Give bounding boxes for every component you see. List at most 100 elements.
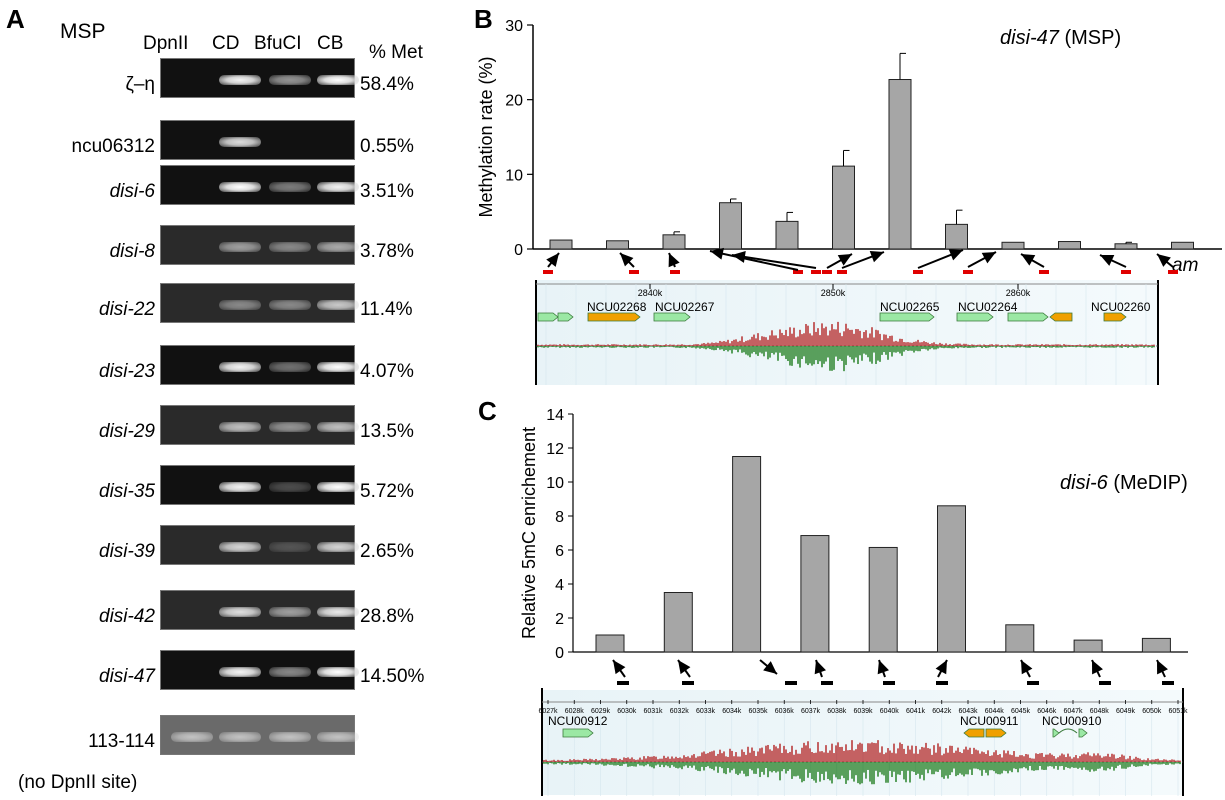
gene-glyph (1078, 728, 1088, 738)
gel-image (160, 465, 359, 505)
pointer-arrow-head (877, 660, 889, 675)
gel-row: 113-114 (0, 715, 450, 767)
bar (945, 223, 968, 250)
gel-row: ζ–η 58.4% (0, 58, 450, 110)
gene-glyph (653, 312, 691, 322)
bar (1001, 241, 1025, 250)
pointer-arrow-head (1021, 660, 1033, 675)
gene-glyph (1007, 312, 1049, 322)
browser-tick-label: 6029k (591, 708, 611, 715)
gene-glyph (956, 312, 994, 322)
primer-mark (913, 270, 923, 274)
pointer-arrow-head (1100, 255, 1115, 266)
y-tick-label: 2 (555, 611, 564, 628)
pointer-arrow-head (837, 254, 852, 266)
gel-band (219, 667, 261, 677)
gene-name: disi-42 (99, 606, 155, 627)
browser-tick-label: 6031k (643, 708, 663, 715)
chart-c-title: disi-6 (MeDIP) (1060, 472, 1188, 494)
bar (868, 546, 898, 653)
browser-tick-label: 6034k (722, 708, 742, 715)
primer-mark (1027, 681, 1039, 685)
gel-band (317, 362, 359, 372)
y-tick-label: 10 (505, 167, 523, 184)
gene-glyph (985, 728, 1007, 738)
bar (732, 456, 762, 653)
browser-tick-label: 6043k (958, 708, 978, 715)
percent-methylation: 3.51% (360, 181, 414, 202)
y-tick-label: 10 (546, 475, 564, 492)
primer-mark (670, 270, 680, 274)
gene-name: disi-22 (99, 299, 155, 320)
bar (1141, 637, 1171, 653)
gel-row: disi-8 3.78% (0, 225, 450, 277)
gel-band (317, 300, 359, 310)
pointer-arrow-head (1092, 660, 1103, 675)
gel-band (269, 75, 311, 85)
browser-tick-label: 6028k (565, 708, 585, 715)
gene-name: disi-47 (99, 666, 155, 687)
panel-a-label: A (6, 4, 25, 34)
bar (719, 202, 742, 250)
primer-mark (822, 270, 832, 274)
gel-band (317, 75, 359, 85)
gene-glyph (562, 728, 594, 738)
gene-glyph (879, 312, 935, 322)
y-axis-label: Methylation rate (%) (476, 56, 496, 217)
primer-mark (1168, 270, 1178, 274)
gel-image (160, 345, 359, 385)
gel-image (160, 225, 359, 265)
pointer-arrow-head (948, 249, 963, 261)
chart-b: 0 10 20 30 Methylation rate (%) am disi-47 (MS… (476, 18, 1222, 385)
gel-band (171, 732, 213, 742)
primer-mark (682, 681, 694, 685)
y-axis-label: Relative 5mC enrichement (519, 427, 539, 639)
lane-cb: CB (317, 33, 344, 54)
gel-row: disi-23 4.07% (0, 345, 450, 397)
gene-name: disi-23 (99, 361, 155, 382)
gene-name: ζ–η (125, 74, 155, 95)
browser-tick-label: 6040k (880, 708, 900, 715)
no-dpnii-note: (no DpnII site) (18, 772, 138, 793)
am-label: am (1172, 255, 1198, 276)
percent-methylation: 13.5% (360, 421, 414, 442)
chart-c: 0 2 4 6 8 10 12 14 Relative 5mC enrichement disi-… (519, 407, 1188, 796)
gene-name: disi-35 (99, 481, 155, 502)
browser-tick-label: 6048k (1090, 708, 1110, 715)
browser-tick-label: 2850k (821, 288, 846, 298)
bar (937, 505, 966, 653)
gel-band (317, 607, 359, 617)
percent-methylation: 28.8% (360, 606, 414, 627)
gel-band (219, 362, 261, 372)
pct-met-header: % Met (369, 42, 423, 63)
gel-band (317, 667, 359, 677)
primer-mark (1039, 270, 1049, 274)
gel-image (160, 715, 359, 755)
bar (662, 234, 686, 250)
gel-row: disi-35 5.72% (0, 465, 450, 517)
y-tick-label: 20 (505, 93, 523, 110)
gene-glyph (537, 312, 559, 322)
gel-band (219, 542, 261, 552)
bar (832, 165, 855, 250)
gel-image (160, 650, 359, 690)
gel-image (160, 165, 359, 205)
panel-c-label: C (478, 396, 497, 426)
gene-label: NCU00910 (1042, 714, 1102, 728)
gel-band (219, 607, 261, 617)
gel-band (269, 422, 311, 432)
primer-mark (837, 270, 847, 274)
browser-tick-label: 6032k (670, 708, 690, 715)
gel-band (219, 182, 261, 192)
gel-image (160, 58, 359, 98)
bar (606, 240, 629, 250)
pointer-arrow-head (678, 660, 691, 675)
browser-tick-label: 6041k (906, 708, 926, 715)
gel-band (317, 182, 359, 192)
gel-row: disi-22 11.4% (0, 283, 450, 335)
gel-band (219, 482, 261, 492)
y-tick-label: 30 (505, 18, 523, 35)
gene-glyph (557, 312, 574, 322)
pointer-arrow-head (1157, 254, 1171, 267)
gel-band (269, 667, 311, 677)
